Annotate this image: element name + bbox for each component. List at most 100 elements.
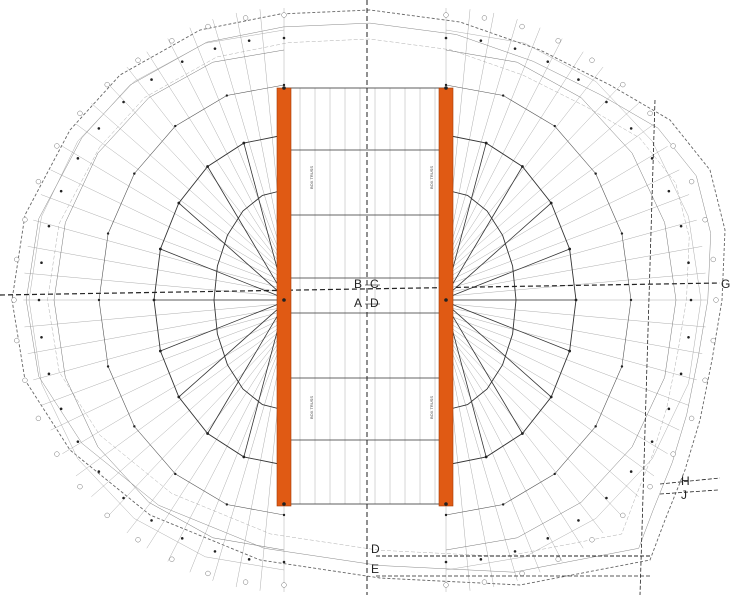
radial-rafter <box>445 38 563 265</box>
ring-node <box>549 201 553 205</box>
section-label-e: E <box>371 562 380 576</box>
grid-bubble <box>555 38 561 44</box>
perimeter-node <box>513 550 517 553</box>
grid-bubble <box>443 12 449 18</box>
perimeter-node <box>667 407 671 411</box>
grid-bubble <box>22 377 28 383</box>
truss-end-node <box>282 86 286 90</box>
box-truss-left <box>276 87 292 507</box>
truss-end-node <box>282 502 286 506</box>
radial-rafter <box>445 326 639 497</box>
grid-bubble <box>281 12 287 18</box>
radial-rafter <box>62 320 285 454</box>
ring-node <box>282 83 286 87</box>
radial-rafter <box>91 103 285 274</box>
grid-bubble <box>54 451 60 457</box>
grid-bubble <box>443 582 449 588</box>
radial-rafter <box>445 338 518 581</box>
section-line-right <box>639 99 656 595</box>
radial-rafter <box>445 329 622 516</box>
compression-ring-3 <box>53 49 285 551</box>
truss-end-node <box>444 502 448 506</box>
radial-rafter <box>108 329 285 516</box>
box-truss-right <box>438 87 454 507</box>
radial-rafter <box>445 272 706 297</box>
grid-bubble <box>135 537 141 543</box>
radial-rafter <box>445 66 604 269</box>
compression-ring-4 <box>28 29 285 571</box>
perimeter-node <box>122 100 125 104</box>
perimeter-node <box>180 537 184 540</box>
ring-node <box>549 395 553 399</box>
grid-bubble <box>135 57 141 63</box>
ring-node <box>106 232 110 235</box>
perimeter-node <box>97 470 101 473</box>
radial-rafter <box>212 19 285 262</box>
ring-node <box>106 365 110 368</box>
radial-rafter <box>445 51 584 267</box>
radial-rafter <box>24 272 285 297</box>
perimeter-node <box>546 60 550 63</box>
radial-rafter <box>445 320 668 454</box>
outer-perimeter <box>11 9 726 586</box>
section-line-horizontal <box>0 282 721 296</box>
perimeter-node <box>59 407 63 411</box>
ring-node <box>177 201 181 205</box>
radial-rafter <box>108 84 285 271</box>
section-label-g: G <box>721 277 731 291</box>
grid-bubble <box>104 81 110 88</box>
perimeter-node <box>577 519 580 522</box>
ring-node <box>225 94 229 97</box>
perimeter-node <box>150 519 153 522</box>
ring-node <box>152 298 156 302</box>
grid-bubble <box>169 556 175 562</box>
radial-rafter <box>445 194 690 286</box>
grid-bubble <box>242 15 249 21</box>
perimeter-node <box>97 127 101 130</box>
perimeter-node <box>76 440 80 443</box>
radial-rafter <box>445 303 706 328</box>
ring-node <box>97 298 101 302</box>
section-label-b: B <box>354 277 363 291</box>
ring-node <box>158 349 162 353</box>
main-strut <box>160 248 285 299</box>
perimeter-node <box>650 157 654 160</box>
ring-node <box>553 472 556 476</box>
perimeter-node <box>687 261 690 265</box>
radial-rafter <box>445 12 495 261</box>
radial-rafter <box>75 323 285 477</box>
outer-perimeter-offset <box>47 38 690 557</box>
main-strut <box>445 303 552 398</box>
compression-ring-4 <box>445 29 702 571</box>
radial-rafter <box>445 27 541 263</box>
truss-label-left-top: BOX TRUSS <box>309 165 315 190</box>
grid-bubble <box>481 15 488 21</box>
ring-node <box>629 298 633 302</box>
radial-rafter <box>445 103 639 274</box>
perimeter-node <box>40 335 43 339</box>
ring-node <box>174 472 177 476</box>
radial-rafter <box>126 331 285 534</box>
grid-bubble <box>169 38 175 44</box>
main-strut <box>445 202 552 297</box>
ring-node <box>484 455 488 459</box>
grid-bubble <box>205 23 211 30</box>
radial-rafter <box>189 27 285 263</box>
perimeter-node <box>247 39 251 42</box>
perimeter-node <box>47 372 51 376</box>
perimeter-node <box>59 189 63 193</box>
grid-bubble <box>281 582 287 588</box>
perimeter-node <box>605 100 608 104</box>
perimeter-node <box>679 224 683 228</box>
grid-bubble <box>647 483 653 490</box>
radial-rafter <box>445 335 563 562</box>
perimeter-node <box>444 560 448 564</box>
radial-rafter <box>445 219 697 290</box>
radial-rafter <box>75 123 285 277</box>
section-label-c: C <box>370 277 379 291</box>
perimeter-node <box>687 335 690 339</box>
ring-node <box>594 172 597 175</box>
grid-bubble <box>702 217 708 223</box>
compression-ring-3 <box>445 49 677 551</box>
